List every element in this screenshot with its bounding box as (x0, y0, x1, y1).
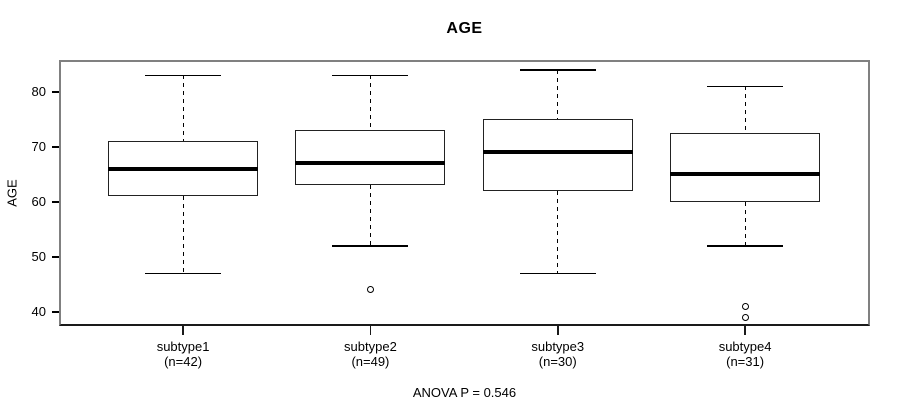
lower-whisker-stem (369, 185, 371, 246)
outlier-point (741, 313, 749, 321)
lower-whisker-stem (557, 190, 559, 274)
y-tick-label: 80 (31, 83, 46, 99)
y-axis-tick (52, 256, 59, 258)
upper-whisker-cap (707, 85, 784, 88)
median-line (482, 150, 633, 155)
y-tick-label: 70 (31, 138, 46, 154)
upper-whisker-stem (744, 86, 746, 134)
x-axis-tick (744, 326, 746, 335)
y-tick-label: 60 (31, 193, 46, 209)
category-label: subtype1 (n=42) (113, 339, 253, 369)
lower-whisker-cap (519, 272, 596, 275)
anova-p-label: ANOVA P = 0.546 (412, 385, 517, 400)
y-tick-label: 50 (31, 248, 46, 264)
category-label: subtype3 (n=30) (488, 339, 628, 369)
category-label: subtype2 (n=49) (300, 339, 440, 369)
lower-whisker-stem (182, 196, 184, 274)
lower-whisker-cap (145, 272, 222, 275)
category-label-n: (n=42) (164, 354, 203, 369)
upper-whisker-stem (182, 75, 184, 142)
x-axis-tick (182, 326, 184, 335)
median-line (108, 166, 259, 171)
category-label-n: (n=49) (351, 354, 390, 369)
y-axis-tick (52, 311, 59, 313)
lower-whisker-cap (707, 245, 784, 247)
y-axis-tick (52, 91, 59, 93)
category-label-name: subtype1 (156, 339, 210, 354)
upper-whisker-cap (145, 74, 222, 77)
iqr-box (670, 133, 821, 202)
median-line (670, 172, 821, 177)
iqr-box (295, 130, 446, 186)
outlier-point (741, 302, 749, 310)
outlier-point (366, 286, 374, 294)
y-axis-tick (52, 201, 59, 203)
category-label-name: subtype3 (531, 339, 585, 354)
upper-whisker-cap (332, 74, 409, 77)
lower-whisker-cap (332, 245, 409, 247)
x-axis-tick (369, 326, 372, 335)
upper-whisker-stem (369, 75, 371, 131)
iqr-box (482, 119, 633, 191)
upper-whisker-cap (519, 69, 596, 71)
chart-title: AGE (446, 20, 483, 37)
upper-whisker-stem (557, 69, 559, 120)
category-label-name: subtype2 (344, 339, 397, 354)
category-label-name: subtype4 (718, 339, 772, 354)
lower-whisker-stem (744, 201, 746, 246)
category-label-n: (n=30) (538, 354, 577, 369)
category-label: subtype4 (n=31) (675, 339, 815, 369)
y-tick-label: 40 (31, 303, 46, 319)
x-axis-tick (557, 326, 559, 335)
category-label-n: (n=31) (726, 354, 765, 369)
median-line (295, 161, 446, 166)
y-axis-tick (52, 146, 59, 148)
